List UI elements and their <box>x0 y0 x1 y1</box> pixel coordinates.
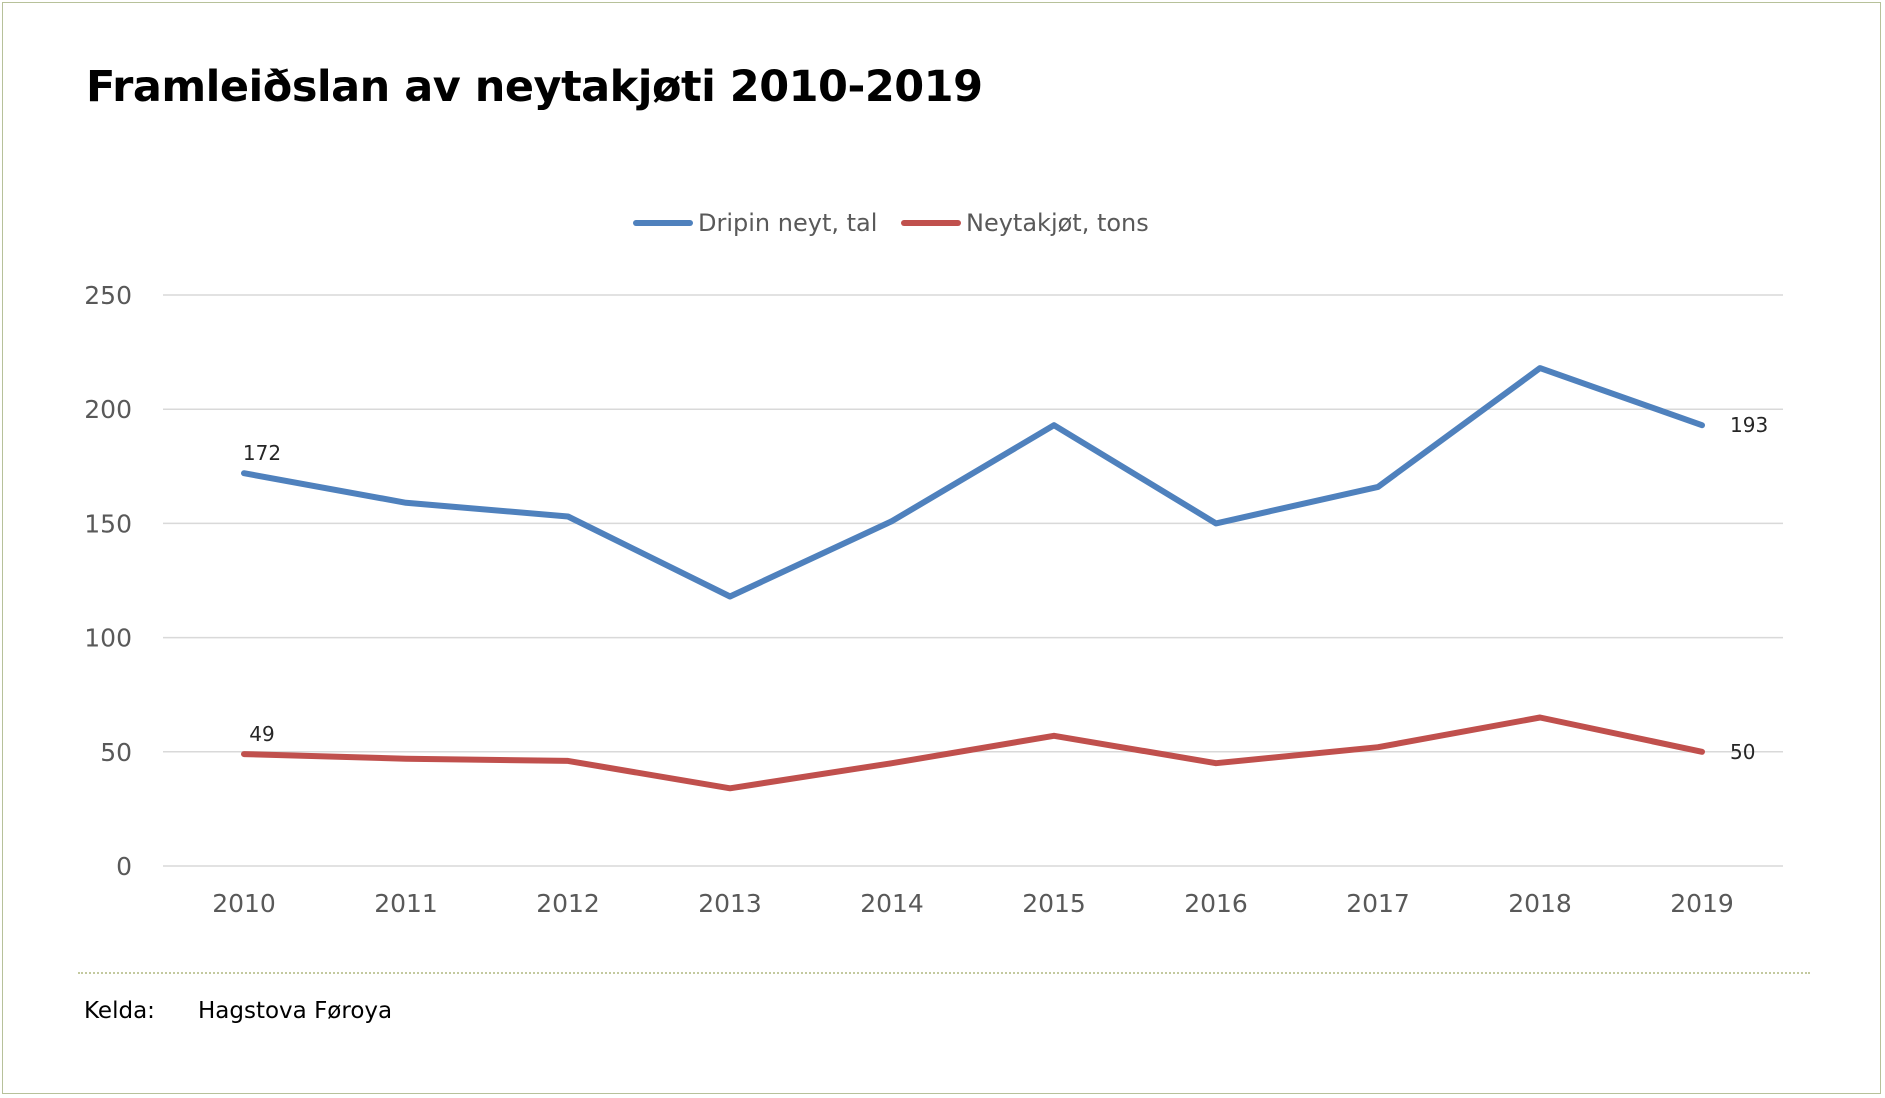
y-tick-label: 150 <box>84 509 132 538</box>
x-axis-ticks: 2010 2011 2012 2013 2014 2015 2016 2017 2018 2019 <box>212 889 1734 918</box>
legend: Dripin neyt, tal Neytakjøt, tons <box>633 209 1149 237</box>
x-tick-label: 2016 <box>1184 889 1248 918</box>
x-tick-label: 2017 <box>1346 889 1410 918</box>
y-tick-label: 200 <box>84 395 132 424</box>
x-tick-label: 2018 <box>1508 889 1572 918</box>
x-tick-label: 2019 <box>1670 889 1734 918</box>
chart-title: Framleiðslan av neytakjøti 2010-2019 <box>86 62 983 112</box>
series-lines <box>241 365 1705 792</box>
y-tick-label: 100 <box>84 624 132 653</box>
x-tick-label: 2012 <box>536 889 600 918</box>
data-label: 50 <box>1730 740 1755 764</box>
footer-separator <box>78 972 1810 974</box>
data-labels: 172 193 49 50 <box>243 413 1768 764</box>
x-tick-label: 2010 <box>212 889 276 918</box>
legend-label-1: Dripin neyt, tal <box>698 209 877 237</box>
y-tick-label: 50 <box>100 738 132 767</box>
x-tick-label: 2011 <box>374 889 438 918</box>
y-tick-label: 0 <box>116 852 132 881</box>
x-tick-label: 2014 <box>860 889 924 918</box>
data-label: 193 <box>1730 413 1768 437</box>
data-label: 49 <box>249 722 274 746</box>
source-label: Kelda: <box>84 998 155 1024</box>
legend-label-2: Neytakjøt, tons <box>966 209 1149 237</box>
series-line-2 <box>241 714 1705 792</box>
x-tick-label: 2013 <box>698 889 762 918</box>
gridlines <box>163 294 1783 867</box>
source-value: Hagstova Føroya <box>198 998 393 1024</box>
y-axis-ticks: 0 50 100 150 200 250 <box>84 281 132 881</box>
series-line-1 <box>241 365 1705 600</box>
x-tick-label: 2015 <box>1022 889 1086 918</box>
data-label: 172 <box>243 441 281 465</box>
y-tick-label: 250 <box>84 281 132 310</box>
